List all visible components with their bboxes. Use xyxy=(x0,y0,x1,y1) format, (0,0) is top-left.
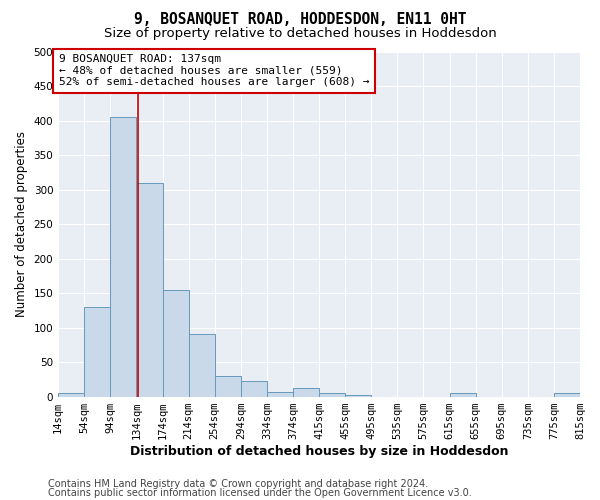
Text: 9, BOSANQUET ROAD, HODDESDON, EN11 0HT: 9, BOSANQUET ROAD, HODDESDON, EN11 0HT xyxy=(134,12,466,28)
Bar xyxy=(241,382,267,396)
Bar xyxy=(554,393,580,396)
Text: Contains HM Land Registry data © Crown copyright and database right 2024.: Contains HM Land Registry data © Crown c… xyxy=(48,479,428,489)
Text: 9 BOSANQUET ROAD: 137sqm
← 48% of detached houses are smaller (559)
52% of semi-: 9 BOSANQUET ROAD: 137sqm ← 48% of detach… xyxy=(59,54,370,88)
Bar xyxy=(319,393,345,396)
Text: Contains public sector information licensed under the Open Government Licence v3: Contains public sector information licen… xyxy=(48,488,472,498)
Bar xyxy=(449,393,476,396)
Bar xyxy=(136,182,163,396)
Text: Size of property relative to detached houses in Hoddesdon: Size of property relative to detached ho… xyxy=(104,28,496,40)
Y-axis label: Number of detached properties: Number of detached properties xyxy=(15,131,28,317)
Bar xyxy=(215,376,241,396)
Bar xyxy=(58,393,84,396)
Bar xyxy=(163,290,188,397)
Bar xyxy=(84,307,110,396)
Bar xyxy=(293,388,319,396)
X-axis label: Distribution of detached houses by size in Hoddesdon: Distribution of detached houses by size … xyxy=(130,444,508,458)
Bar xyxy=(188,334,215,396)
Bar xyxy=(267,392,293,396)
Bar xyxy=(345,395,371,396)
Bar xyxy=(110,117,136,396)
